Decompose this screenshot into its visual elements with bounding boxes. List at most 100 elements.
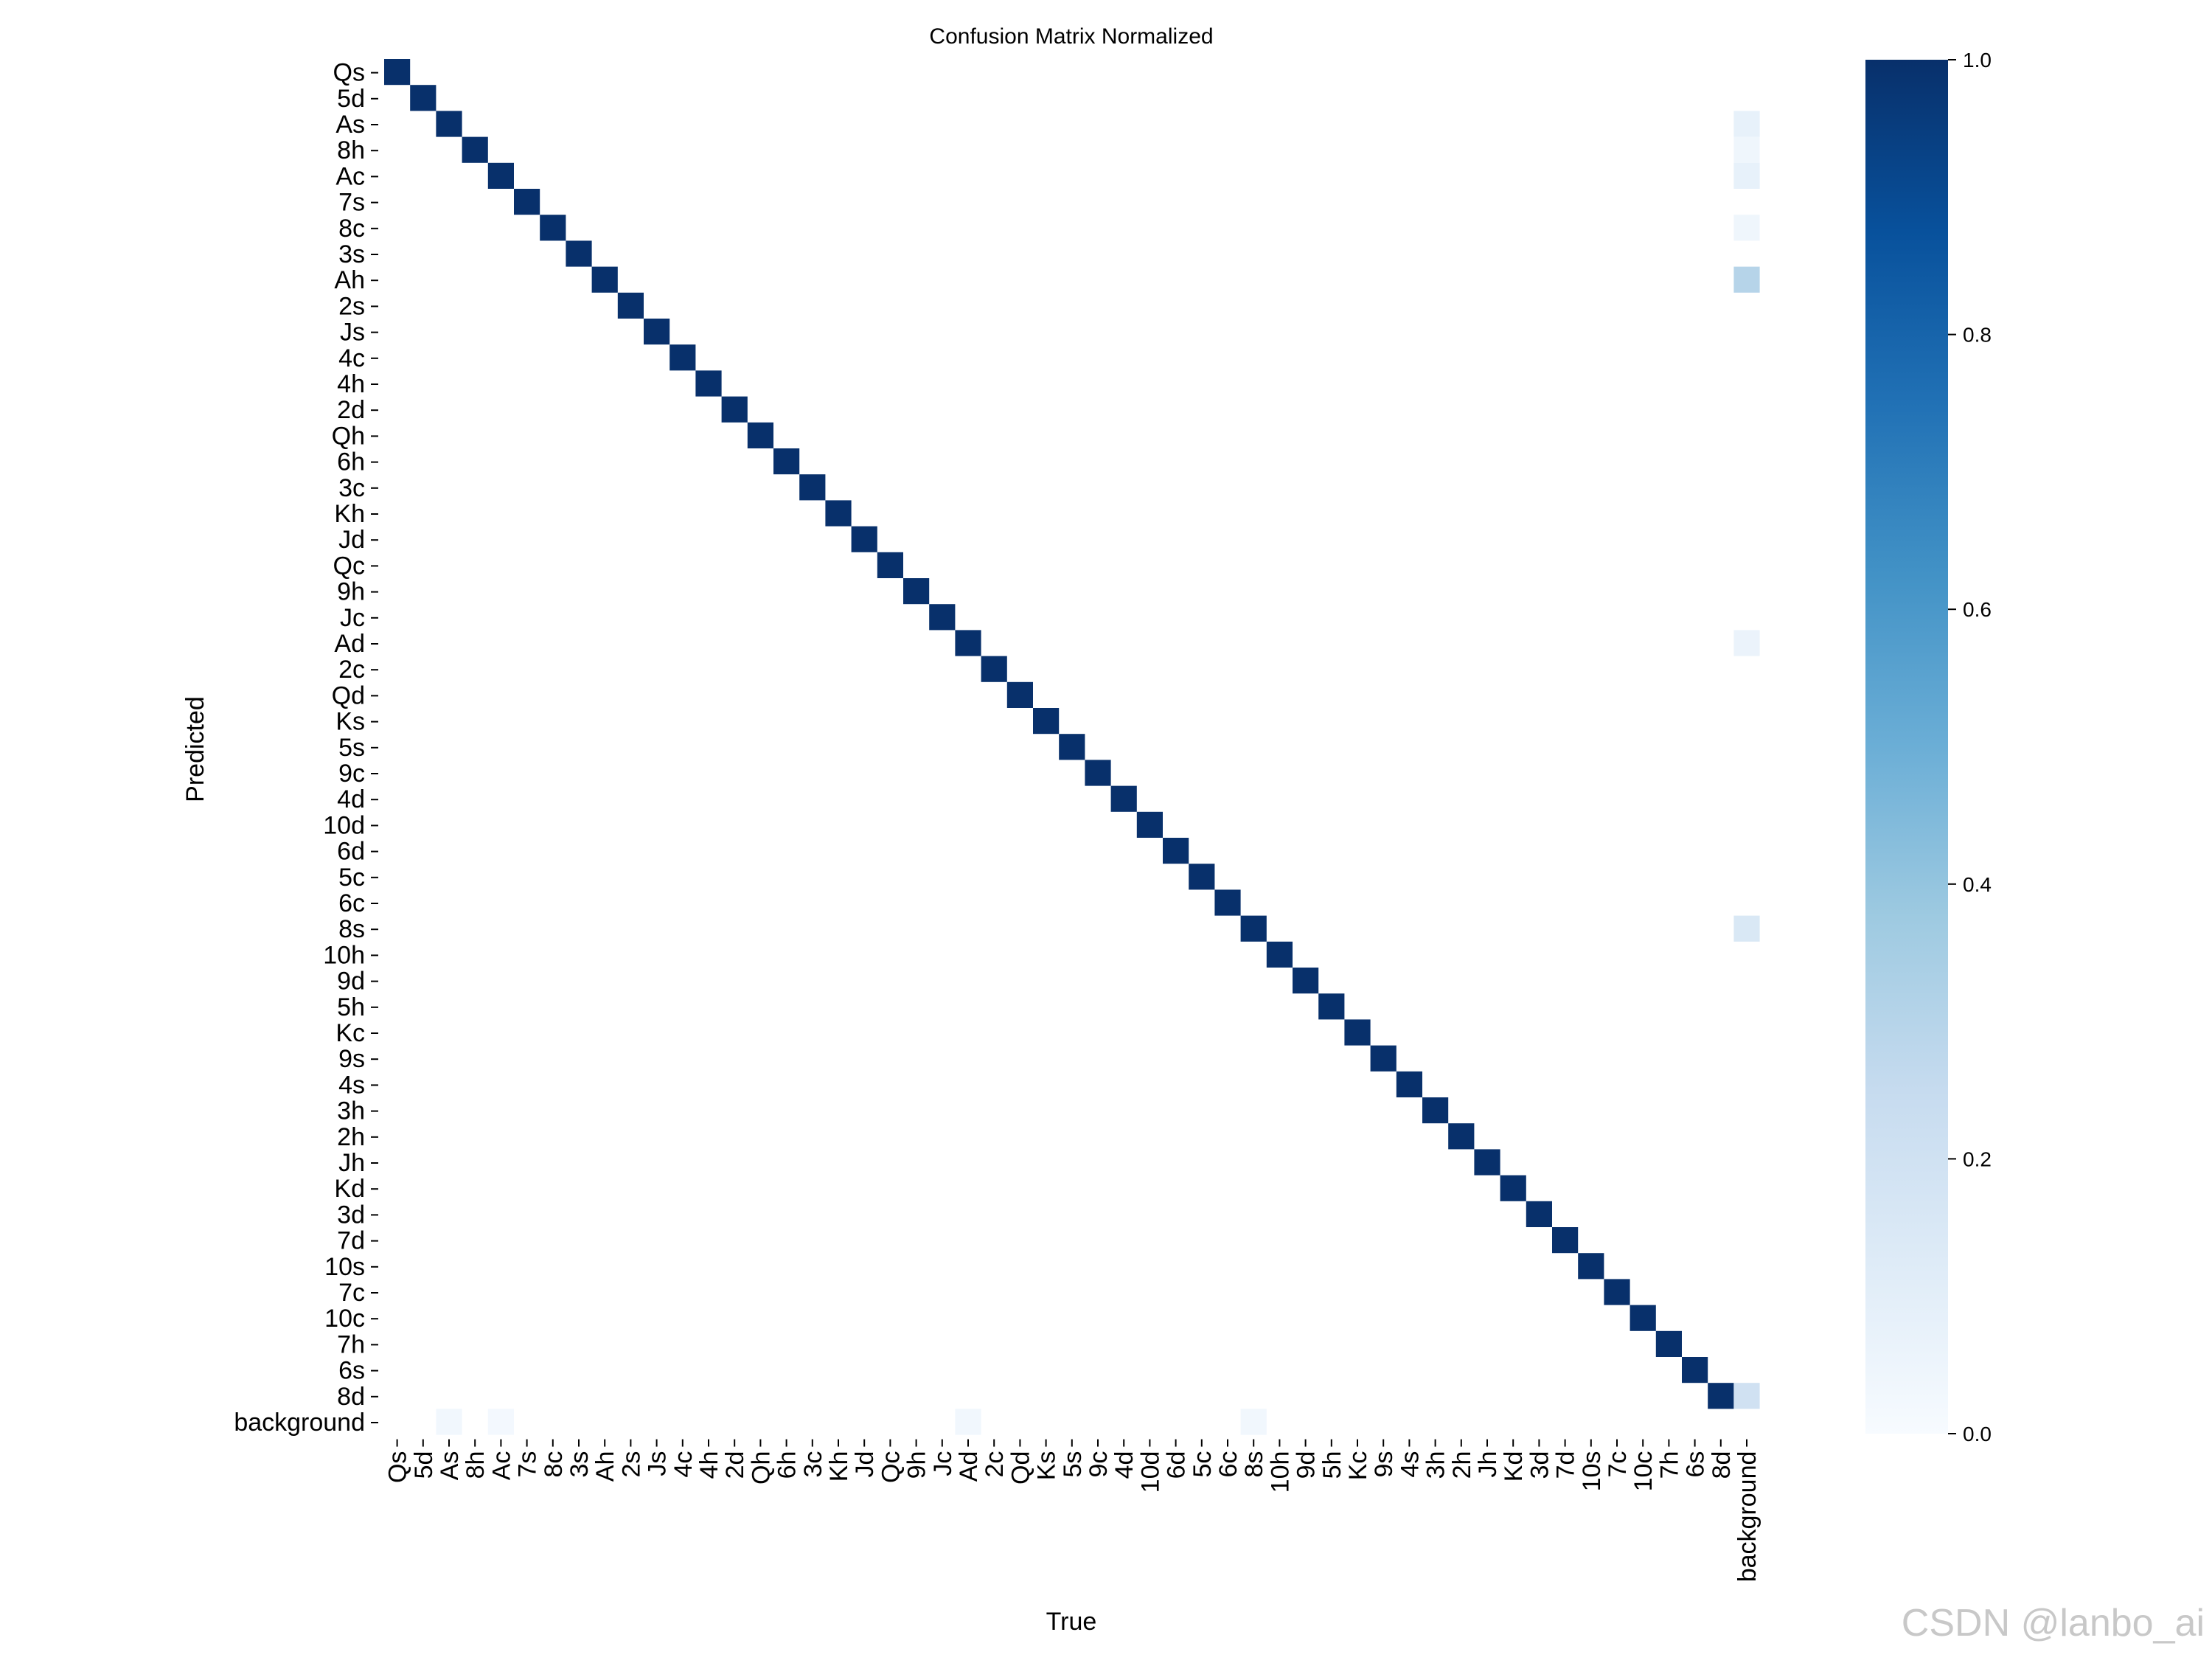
heatmap-cell xyxy=(1526,1201,1552,1227)
y-tick-label: 9s xyxy=(338,1045,365,1073)
heatmap-cell xyxy=(721,396,748,423)
x-tick-label: 5d xyxy=(410,1451,438,1479)
y-tick-label: 4s xyxy=(338,1071,365,1099)
x-tick-label: 2c xyxy=(981,1451,1009,1478)
x-tick-label: 9d xyxy=(1293,1451,1321,1479)
x-tick-label: As xyxy=(436,1451,464,1481)
y-tick-label: Jd xyxy=(338,526,365,554)
y-tick-label: 2d xyxy=(337,396,365,424)
x-tick-label: 4h xyxy=(695,1451,723,1479)
chart-title: Confusion Matrix Normalized xyxy=(929,24,1213,49)
heatmap-cell xyxy=(1733,266,1760,293)
y-tick-label: 3s xyxy=(338,240,365,268)
x-tick-label: 6h xyxy=(773,1451,801,1479)
x-tick-label: Ks xyxy=(1033,1451,1061,1481)
y-tick-label: 8h xyxy=(337,136,365,164)
x-tick-label: Qd xyxy=(1006,1451,1034,1485)
x-tick-label: Qs xyxy=(384,1451,412,1483)
heatmap-cell xyxy=(1733,162,1760,189)
y-tick-labels: Qs5dAs8hAc7s8c3sAh2sJs4c4h2dQh6h3cKhJdQc… xyxy=(234,59,378,1437)
x-tick-label: Jd xyxy=(851,1451,879,1478)
x-tick-label: 10s xyxy=(1578,1451,1606,1492)
x-tick-label: 7c xyxy=(1604,1451,1632,1478)
x-tick-labels: Qs5dAs8hAc7s8c3sAh2sJs4c4h2dQh6h3cKhJdQc… xyxy=(384,1439,1761,1582)
heatmap-cell xyxy=(487,162,514,189)
y-tick-label: 10h xyxy=(323,941,365,969)
heatmap-cell xyxy=(1059,734,1085,760)
heatmap-cell xyxy=(1085,760,1111,786)
x-tick-label: 2h xyxy=(1448,1451,1476,1479)
heatmap-cell xyxy=(436,1409,462,1435)
x-tick-label: 6d xyxy=(1163,1451,1191,1479)
x-tick-label: Kc xyxy=(1344,1451,1372,1481)
y-tick-label: 5c xyxy=(338,864,365,892)
heatmap-cell xyxy=(1396,1071,1422,1097)
heatmap-cell xyxy=(1733,915,1760,942)
y-tick-label: 6h xyxy=(337,448,365,476)
y-tick-label: Ks xyxy=(335,708,365,736)
heatmap-cell xyxy=(1266,941,1293,968)
heatmap-cell xyxy=(773,448,800,475)
y-tick-label: 6d xyxy=(337,838,365,866)
y-tick-label: 9c xyxy=(338,760,365,788)
heatmap-cell xyxy=(1708,1383,1734,1409)
heatmap-cell xyxy=(877,552,903,578)
heatmap-cell xyxy=(1630,1305,1656,1331)
y-tick-label: 2h xyxy=(337,1123,365,1151)
heatmap-cell xyxy=(1682,1357,1708,1383)
colorbar-tick-label: 0.6 xyxy=(1963,598,1992,621)
x-tick-label: Js xyxy=(644,1451,672,1476)
y-tick-label: Qc xyxy=(333,552,365,580)
x-tick-label: 6c xyxy=(1214,1451,1242,1478)
heatmap-cell xyxy=(1163,838,1189,864)
x-tick-label: 6s xyxy=(1682,1451,1710,1478)
colorbar-ticks: 0.0 0.2 0.4 0.6 0.8 1.0 xyxy=(1948,49,1992,1445)
x-tick-label: 9s xyxy=(1370,1451,1398,1478)
heatmap-cell xyxy=(1500,1175,1526,1201)
y-tick-label: 9d xyxy=(337,968,365,996)
y-tick-label: 7h xyxy=(337,1330,365,1358)
x-tick-label: 8d xyxy=(1708,1451,1736,1479)
heatmap-cell xyxy=(1733,630,1760,656)
heatmap-cells xyxy=(384,59,1760,1435)
x-tick-label: 4c xyxy=(669,1451,698,1478)
x-axis-label: True xyxy=(1046,1608,1097,1636)
heatmap-cell xyxy=(929,604,956,631)
heatmap-cell xyxy=(955,1409,981,1435)
y-tick-label: Qh xyxy=(332,422,365,450)
x-tick-label: 7d xyxy=(1552,1451,1580,1479)
x-tick-label: 3c xyxy=(799,1451,827,1478)
y-tick-label: 3h xyxy=(337,1097,365,1125)
colorbar xyxy=(1865,60,1948,1434)
heatmap-cell xyxy=(410,85,437,111)
y-tick-label: 6s xyxy=(338,1357,365,1385)
heatmap-cell xyxy=(644,319,670,345)
y-tick-label: Kh xyxy=(334,500,365,528)
y-tick-label: Js xyxy=(340,319,365,347)
x-tick-label: 2d xyxy=(721,1451,749,1479)
y-tick-label: Kd xyxy=(334,1175,365,1203)
y-tick-label: 10d xyxy=(323,811,365,839)
y-tick-label: Ah xyxy=(334,266,365,294)
y-tick-label: Jh xyxy=(338,1149,365,1177)
colorbar-tick-label: 0.8 xyxy=(1963,324,1992,347)
x-tick-label: Qh xyxy=(747,1451,775,1485)
x-tick-label: 2s xyxy=(617,1451,645,1478)
colorbar-tick-label: 0.2 xyxy=(1963,1148,1992,1170)
x-tick-label: Jc xyxy=(929,1451,957,1476)
y-tick-label: Ac xyxy=(335,162,365,190)
heatmap-cell xyxy=(1733,215,1760,241)
y-tick-label: 5h xyxy=(337,993,365,1021)
y-tick-label: 7d xyxy=(337,1227,365,1255)
heatmap-cell xyxy=(1189,864,1215,890)
heatmap-cell xyxy=(540,215,566,241)
heatmap-cell xyxy=(1655,1330,1682,1357)
colorbar-tick-label: 1.0 xyxy=(1963,49,1992,72)
heatmap-cell xyxy=(825,500,852,527)
heatmap-cell xyxy=(1110,785,1137,812)
y-tick-label: 3c xyxy=(338,474,365,502)
x-tick-label: 3s xyxy=(566,1451,594,1478)
heatmap-cell xyxy=(799,474,826,501)
